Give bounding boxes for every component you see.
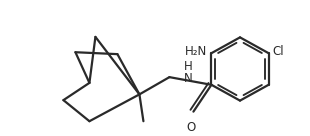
Text: H₂N: H₂N bbox=[185, 45, 207, 58]
Text: H
N: H N bbox=[184, 60, 193, 85]
Text: Cl: Cl bbox=[272, 45, 284, 58]
Text: O: O bbox=[187, 121, 196, 134]
